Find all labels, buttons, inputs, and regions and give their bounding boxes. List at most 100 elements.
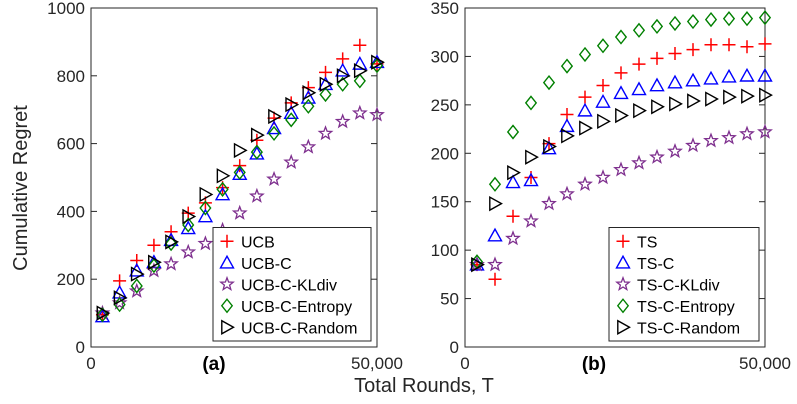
series-TS-C-KLdiv-point [595,169,611,185]
series-TS-C-KLdiv-point [631,154,647,170]
series-TS-C-Random-point [579,120,593,136]
series-TS-C-point [703,70,719,85]
series-UCB-C-Random-point [148,254,162,270]
series-TS-C-Random-point [597,113,611,130]
series-TS-C-Random-point [759,87,773,103]
series-UCB-C-Entropy-point [250,144,263,160]
series-TS-C-point [487,227,503,242]
series-UCB-C-Entropy-point [233,164,246,181]
series-TS-point [740,40,754,54]
legend [212,227,372,342]
series-TS-C-Random-point [651,99,665,115]
series-UCB-C-Entropy-point [267,125,281,142]
legend-entry-TS: TS [637,234,657,251]
legend-marker-TS-point [616,234,630,248]
series-TS-C-Entropy-point [488,176,502,192]
series-UCB-C-KLdiv-point [231,204,248,220]
series-TS-C-point [739,67,755,82]
series-UCB-C-Entropy-point [96,307,109,323]
series-UCB-C [94,54,385,323]
series-TS-C-Entropy-point [506,124,520,140]
legend-entry-UCB-C: UCB-C [241,256,292,273]
series-UCB-C-point [317,76,334,91]
x-tick-label: 50,000 [351,354,403,373]
series-TS-C-KLdiv-point [703,132,719,148]
series-TS-C-KLdiv-point [757,123,773,139]
y-tick-label: 0 [76,338,85,357]
y-tick-label: 400 [57,202,85,221]
series-UCB-C-Entropy-point [285,112,298,128]
series-TS-C-Random-point [687,93,701,109]
series-UCB-C-KLdiv-point [334,113,351,129]
series-UCB-point [353,38,367,52]
y-tick-label: 600 [57,135,85,154]
y-tick-label: 200 [57,270,85,289]
x-tick-label: 50,000 [739,354,791,373]
series-UCB-C-Random-point [268,108,282,125]
series-UCB-C-Entropy-point [353,73,366,89]
series-TS-C-Entropy [470,10,772,270]
series-UCB-C-point [214,186,231,201]
series-TS-C-point [505,174,521,189]
legend-marker-UCB-C-Entropy-point [220,298,234,314]
series-TS-C-Entropy-point [668,15,682,32]
series-UCB-C-Random-point [165,234,180,250]
series-UCB-C-point [266,120,282,135]
panel-label: (a) [202,354,225,375]
x-tick-label: 0 [460,354,469,373]
series-TS-C-Random [471,87,773,273]
series-UCB-C-Random-point [302,85,317,101]
series-TS-C-point [613,85,629,100]
series-UCB-C-KLdiv-point [369,106,385,122]
legend-entry-UCB-C-KLdiv: UCB-C-KLdiv [241,277,337,294]
series-UCB-C-point [352,55,368,70]
series-TS-point [578,90,592,104]
series-TS-point [686,43,700,57]
series-TS-C-KLdiv-point [685,137,701,153]
series-TS-C-Entropy-point [524,95,538,111]
legend-marker-TS-C-point [615,254,631,269]
series-TS-C-Entropy-point [596,38,610,54]
series-TS-C-KLdiv-point [541,195,557,211]
y-tick-label: 1000 [47,0,85,18]
series-TS-C-KLdiv-point [613,161,629,177]
series-TS-C-Random-point [615,107,629,124]
legend-entry-TS-C-Random: TS-C-Random [637,320,740,337]
series-UCB-C-KLdiv-point [300,138,317,154]
series-TS-C-Entropy-point [542,74,556,91]
series-TS-C-point [757,67,773,82]
series-TS-C-KLdiv-point [739,125,755,141]
legend-marker-TS-C-Random-point [617,319,631,335]
series-UCB-C-Entropy-point [113,297,126,313]
series-UCB-C-KLdiv-point [128,282,145,298]
series-TS-point [758,37,772,51]
series-TS-C-KLdiv-point [523,212,539,228]
series-TS-C-KLdiv-point [559,185,575,201]
x-axis-label: Total Rounds, T [354,375,494,397]
panel-b: 0 50 100 150 200 250 300 350 0 50,000 (b) TS TS-C TS-… [431,0,791,375]
series-TS-C-Entropy-point [578,46,592,63]
series-UCB-C-point [146,254,162,269]
series-TS-C-Entropy-point [740,11,754,27]
series-TS-C [469,67,773,271]
legend-marker-UCB-C-KLdiv-point [219,275,235,292]
legend-marker-UCB-C-point [219,254,235,269]
series-UCB-C-KLdiv-point [317,125,334,141]
legend-marker-TS-C-KLdiv-point [615,275,631,292]
y-tick-label: 150 [431,193,459,212]
legend-entry-TS-C: TS-C [637,256,674,273]
y-tick-label: 250 [431,96,459,115]
series-UCB-C-KLdiv-point [197,235,214,251]
series-TS-C-Entropy-point [686,13,700,30]
panel-a: 0 200 400 600 800 1000 0 50,000 (a) UCB UCB-C UCB-C… [47,0,403,375]
y-tick-label: 100 [431,241,459,260]
legend-marker-UCB-point [220,234,234,248]
series-UCB-C-Random-point [96,305,111,321]
series-TS-C-Random-point [543,138,557,155]
series-TS-C-Random-point [489,195,503,212]
legend-entry-UCB: UCB [241,234,275,251]
series-TS-C-point [685,72,701,87]
series-UCB-C-Random-point [319,76,334,92]
series-TS-C-point [559,118,575,133]
